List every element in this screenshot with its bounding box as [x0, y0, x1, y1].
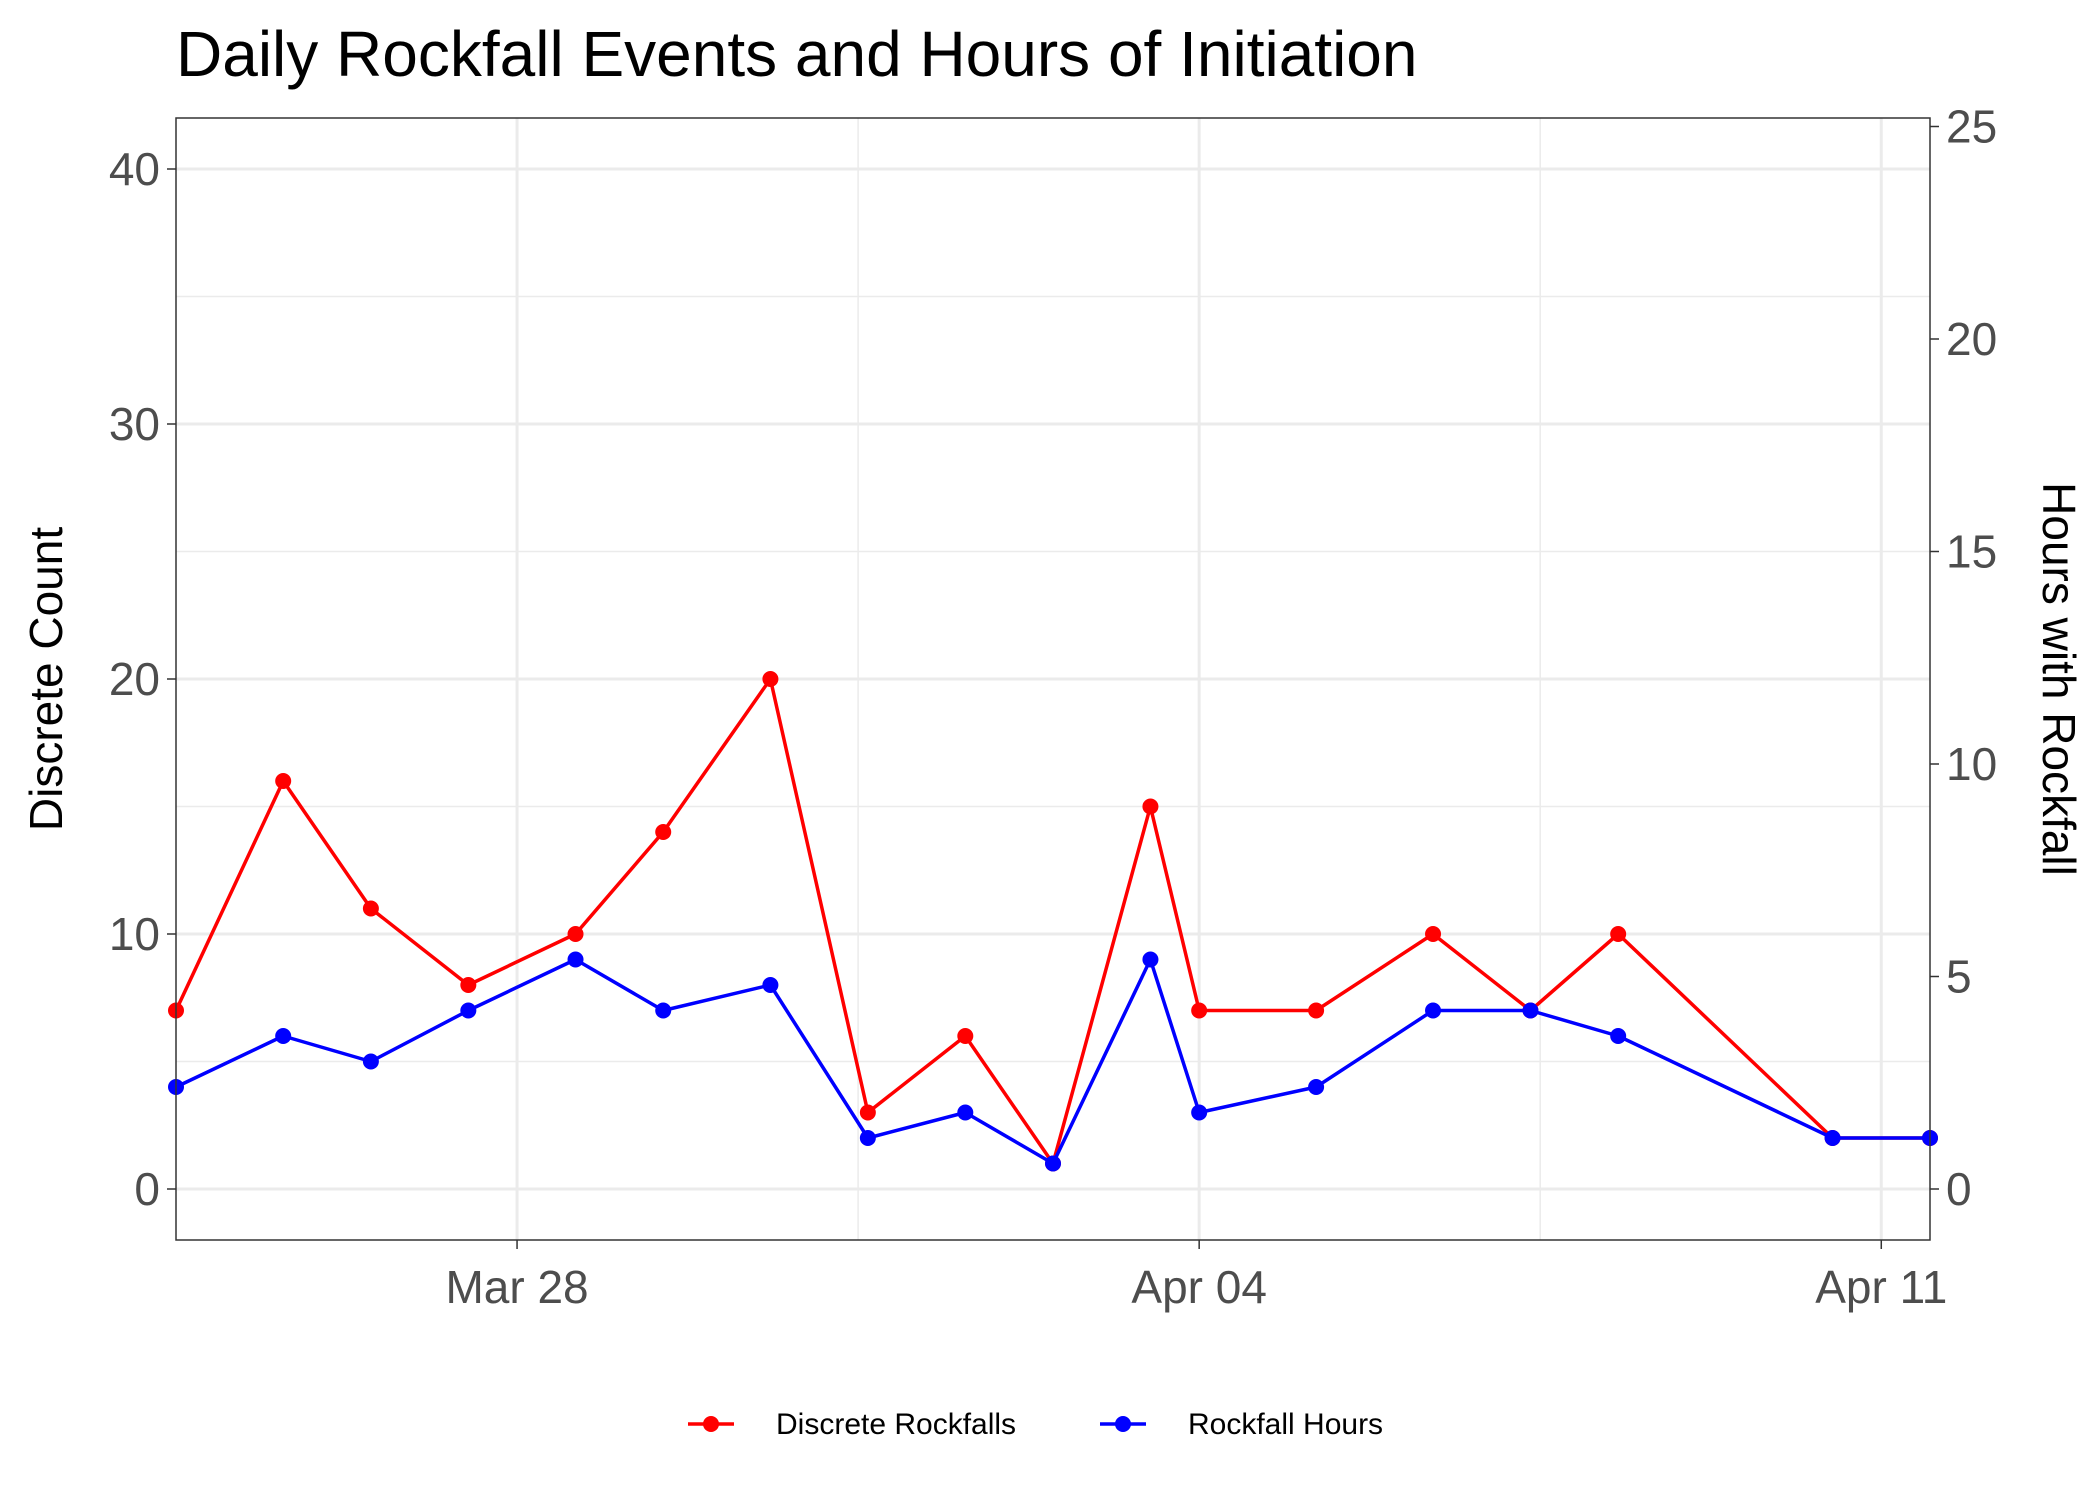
data-point: [1824, 1130, 1841, 1146]
y-tick-label: 0: [134, 1163, 160, 1215]
y-tick-label: 30: [109, 398, 160, 450]
y2-axis-title: Hours with Rockfall: [2033, 482, 2085, 876]
y2-tick-label: 0: [1946, 1163, 1972, 1215]
data-point: [1425, 926, 1442, 942]
data-point: [655, 824, 672, 840]
data-point: [567, 951, 584, 968]
y2-tick-label: 20: [1946, 313, 1997, 365]
series-rockfall-hours: [168, 951, 1938, 1172]
data-point: [1610, 926, 1627, 942]
data-point: [655, 1002, 672, 1019]
data-point: [362, 900, 379, 917]
series-line: [175, 957, 1930, 1166]
data-point: [460, 977, 477, 993]
data-point: [957, 1028, 974, 1044]
x-tick-label: Apr 04: [1131, 1261, 1267, 1313]
data-point: [275, 1028, 292, 1044]
y2-tick-label: 5: [1946, 951, 1972, 1003]
data-point: [1191, 1002, 1208, 1019]
data-point: [859, 1130, 876, 1146]
series-line: [174, 677, 1930, 1166]
data-point: [275, 773, 292, 789]
data-point: [1142, 951, 1159, 968]
series-layer: [168, 671, 1938, 1172]
y-axis-title: Discrete Count: [20, 527, 72, 831]
y-tick-label: 40: [109, 143, 160, 195]
legend-key-point: [703, 1416, 719, 1432]
data-point: [1425, 1002, 1442, 1019]
data-point: [859, 1104, 876, 1121]
legend-key-point: [1115, 1416, 1131, 1432]
axes-layer: 0 10 20 30 40 Mar 28 Apr 04 Apr 11 0 5 10 15 20 25: [109, 101, 1997, 1314]
data-point: [1142, 798, 1159, 815]
data-point: [1191, 1104, 1208, 1121]
data-point: [762, 671, 779, 687]
legend-label: Rockfall Hours: [1188, 1408, 1383, 1441]
data-point: [567, 926, 584, 942]
chart-title: Daily Rockfall Events and Hours of Initi…: [176, 18, 1417, 90]
data-point: [1308, 1079, 1325, 1095]
legend-label: Discrete Rockfalls: [776, 1408, 1016, 1441]
y-tick-label: 10: [109, 908, 160, 960]
data-point: [1522, 1002, 1539, 1019]
data-point: [762, 977, 779, 993]
legend-item: Discrete Rockfalls: [688, 1408, 1016, 1441]
x-tick-label: Mar 28: [445, 1261, 588, 1313]
legend-item: Rockfall Hours: [1100, 1408, 1383, 1441]
data-point: [460, 1002, 477, 1019]
y2-tick-label: 15: [1946, 526, 1997, 578]
grid-lines: [176, 118, 1930, 1240]
data-point: [957, 1104, 974, 1121]
data-point: [1610, 1028, 1627, 1044]
data-point: [1045, 1155, 1061, 1172]
data-point: [1308, 1002, 1325, 1019]
y2-tick-label: 25: [1946, 101, 1997, 153]
legend: Discrete Rockfalls Rockfall Hours: [688, 1408, 1383, 1441]
y2-tick-label: 10: [1946, 738, 1997, 790]
y-tick-label: 20: [109, 653, 160, 705]
data-point: [362, 1053, 379, 1070]
x-tick-label: Apr 11: [1815, 1261, 1947, 1313]
